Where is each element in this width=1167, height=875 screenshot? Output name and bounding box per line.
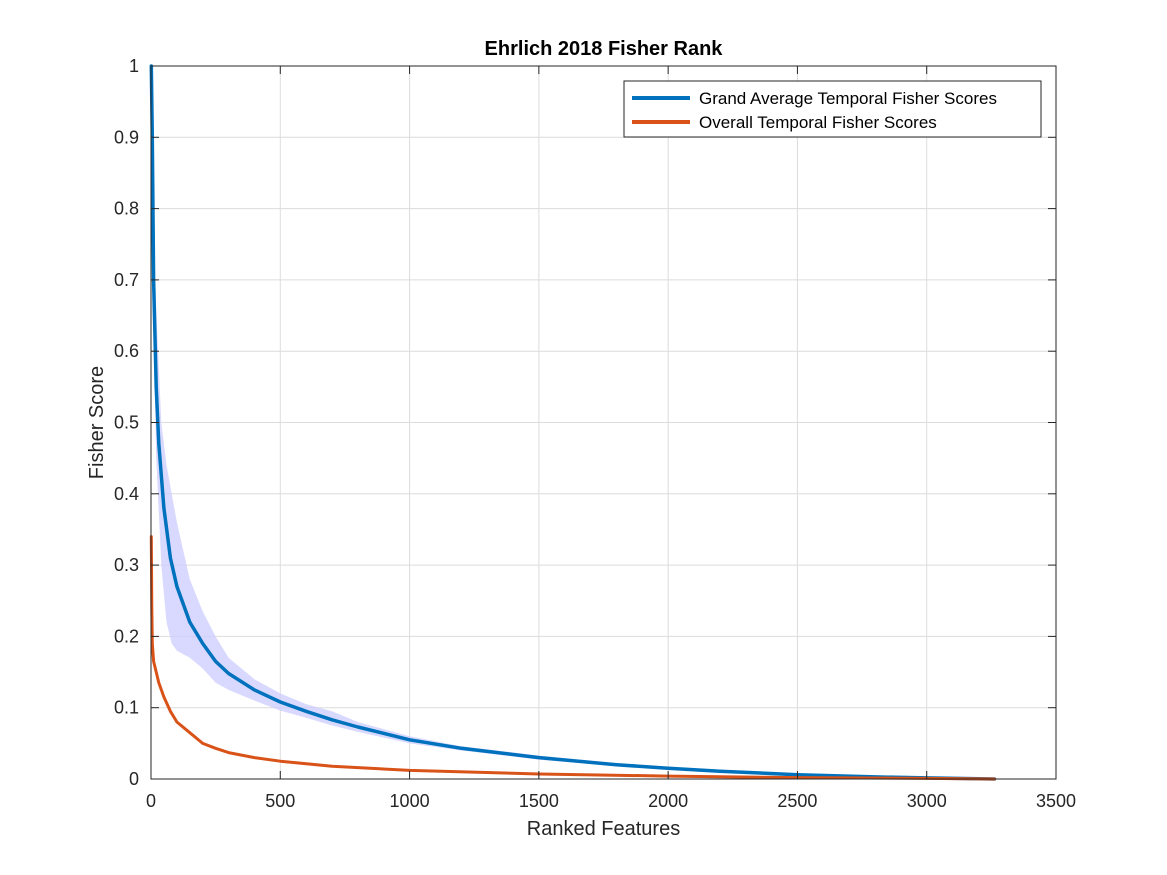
y-tick-label: 0.2: [114, 626, 139, 646]
x-tick-label: 3000: [907, 791, 947, 811]
axis-ticks: 0 500 1000 1500 2000 2500 3000 3500 0 0.1 0.2 0.3 0.…: [114, 56, 1076, 811]
x-tick-label: 2000: [648, 791, 688, 811]
series-lines: [149, 64, 997, 781]
legend: Grand Average Temporal Fisher Scores Over…: [623, 80, 1042, 138]
chart-title: Ehrlich 2018 Fisher Rank: [485, 38, 724, 60]
y-tick-label: 0: [129, 769, 139, 789]
y-tick-label: 0.1: [114, 698, 139, 718]
y-tick-label: 0.8: [114, 199, 139, 219]
legend-label-1: Grand Average Temporal Fisher Scores: [699, 89, 997, 108]
x-tick-label: 500: [265, 791, 295, 811]
y-tick-label: 0.5: [114, 413, 139, 433]
y-tick-label: 0.4: [114, 484, 139, 504]
y-tick-label: 0.7: [114, 270, 139, 290]
x-tick-label: 1500: [519, 791, 559, 811]
y-tick-label: 0.6: [114, 341, 139, 361]
series-line-2: [149, 535, 996, 781]
y-tick-label: 1: [129, 56, 139, 76]
legend-box: [623, 80, 1042, 138]
y-axis-label: Fisher Score: [86, 366, 108, 479]
x-tick-label: 1000: [390, 791, 430, 811]
x-tick-label: 0: [146, 791, 156, 811]
legend-label-2: Overall Temporal Fisher Scores: [699, 113, 937, 132]
y-tick-label: 0.9: [114, 127, 139, 147]
x-tick-label: 2500: [777, 791, 817, 811]
series-line-1: [149, 64, 997, 781]
x-tick-label: 3500: [1036, 791, 1076, 811]
y-tick-label: 0.3: [114, 555, 139, 575]
grid-lines: [151, 66, 1056, 779]
x-axis-label: Ranked Features: [527, 818, 680, 840]
